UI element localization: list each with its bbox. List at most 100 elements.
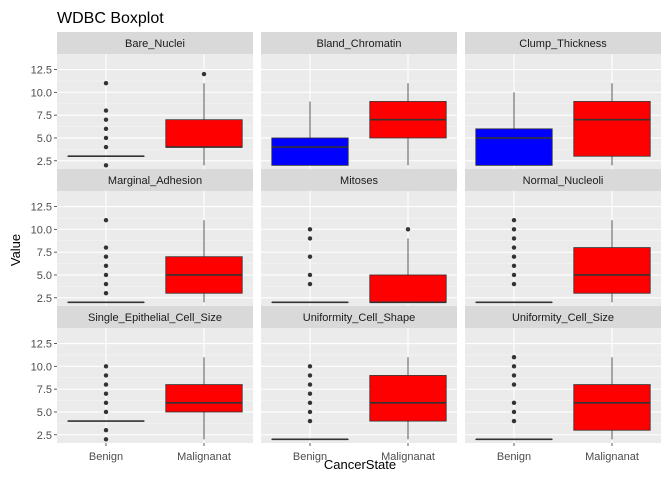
y-tick-label: 5.0 xyxy=(37,270,52,282)
facet-strip xyxy=(57,32,253,54)
box-body xyxy=(165,119,243,148)
outlier-point xyxy=(511,281,517,287)
outlier-point xyxy=(307,418,313,424)
facet-strip-label: Clump_Thickness xyxy=(519,38,607,50)
y-tick-label: 12.5 xyxy=(31,202,52,214)
outlier-point xyxy=(103,126,109,132)
facet-strip-label: Single_Epithelial_Cell_Size xyxy=(88,312,222,324)
outlier-point xyxy=(103,218,109,223)
facet-strip xyxy=(465,306,661,328)
panel-background xyxy=(57,54,253,169)
box-malignanat xyxy=(165,71,243,166)
outlier-point xyxy=(103,81,109,86)
box-benign xyxy=(271,364,349,441)
facet-panel: Bland_Chromatin xyxy=(261,32,457,169)
box-malignanat xyxy=(573,83,651,166)
box-malignanat xyxy=(573,220,651,303)
y-tick-label: 10.0 xyxy=(31,87,52,99)
outlier-point xyxy=(511,245,517,250)
outlier-point xyxy=(307,364,313,369)
outlier-point xyxy=(511,418,517,424)
y-tick-label: 2.5 xyxy=(37,156,52,168)
outlier-point xyxy=(307,281,313,287)
box-body xyxy=(271,137,349,166)
outlier-point xyxy=(103,409,109,415)
outlier-point xyxy=(511,409,517,415)
y-axis-title: Value xyxy=(8,234,23,266)
facet-panels: Bare_Nuclei 2.5 5.0 7.5 10.0 12.5 Bland_Chroma… xyxy=(31,32,661,463)
outlier-point xyxy=(511,373,517,378)
y-tick-label: 5.0 xyxy=(37,407,52,419)
x-axis-title: CancerState xyxy=(324,457,396,472)
outlier-point xyxy=(103,291,109,296)
y-tick-label: 2.5 xyxy=(37,430,52,442)
facet-strip-label: Bland_Chromatin xyxy=(317,38,402,50)
box-malignanat xyxy=(165,220,243,303)
facet-strip xyxy=(261,32,457,54)
outlier-point xyxy=(511,236,517,241)
facet-strip xyxy=(465,169,661,191)
outlier-point xyxy=(511,400,517,406)
outlier-point xyxy=(511,272,517,278)
x-tick-label: Malignanat xyxy=(177,451,231,463)
facet-strip-label: Normal_Nucleoli xyxy=(523,175,604,187)
box-malignanat xyxy=(369,227,447,304)
outlier-point xyxy=(511,254,517,259)
y-tick-label: 12.5 xyxy=(31,339,52,351)
outlier-point xyxy=(103,108,109,113)
facet-panel: Marginal_Adhesion 2.5 5.0 7.5 10.0 12.5 xyxy=(31,169,253,306)
outlier-point xyxy=(103,135,109,141)
box-benign xyxy=(67,81,145,168)
facet-panel: Clump_Thickness xyxy=(465,32,661,169)
y-tick-label: 7.5 xyxy=(37,384,52,396)
y-tick-label: 12.5 xyxy=(31,65,52,77)
facet-panel: Mitoses xyxy=(261,169,457,306)
facet-strip-label: Uniformity_Cell_Size xyxy=(512,312,614,324)
outlier-point xyxy=(103,272,109,278)
facet-strip-label: Bare_Nuclei xyxy=(125,38,185,50)
facet-panel: Uniformity_Cell_Shape Benign Malignanat xyxy=(261,306,457,463)
outlier-point xyxy=(307,391,313,396)
facet-strip xyxy=(261,169,457,191)
box-benign xyxy=(475,355,553,441)
outlier-point xyxy=(405,227,411,232)
x-tick-label: Benign xyxy=(293,451,327,463)
outlier-point xyxy=(511,364,517,369)
x-tick-label: Malignanat xyxy=(585,451,639,463)
box-body xyxy=(573,384,651,431)
y-tick-label: 5.0 xyxy=(37,133,52,145)
outlier-point xyxy=(201,71,207,77)
y-tick-label: 10.0 xyxy=(31,224,52,236)
box-benign xyxy=(475,92,553,166)
outlier-point xyxy=(103,144,109,150)
outlier-point xyxy=(103,400,109,406)
outlier-point xyxy=(307,272,313,278)
box-benign xyxy=(67,218,145,304)
x-tick-label: Benign xyxy=(89,451,123,463)
outlier-point xyxy=(307,373,313,378)
outlier-point xyxy=(103,263,109,269)
outlier-point xyxy=(103,117,109,122)
box-body xyxy=(475,128,553,166)
facet-strip xyxy=(57,306,253,328)
facet-strip-label: Marginal_Adhesion xyxy=(108,175,202,187)
outlier-point xyxy=(511,218,517,223)
outlier-point xyxy=(103,245,109,250)
outlier-point xyxy=(103,382,109,387)
outlier-point xyxy=(103,254,109,259)
x-tick-label: Malignanat xyxy=(381,451,435,463)
box-body xyxy=(573,247,651,294)
box-benign xyxy=(475,218,553,304)
box-malignanat xyxy=(369,357,447,440)
outlier-point xyxy=(307,236,313,241)
facet-panel: Single_Epithelial_Cell_Size 2.5 5.0 7.5 10.0… xyxy=(31,306,253,463)
box-benign xyxy=(271,227,349,304)
outlier-point xyxy=(103,281,109,287)
box-malignanat xyxy=(165,357,243,440)
outlier-point xyxy=(103,373,109,378)
outlier-point xyxy=(103,437,109,442)
facet-panel: Uniformity_Cell_Size Benign Malignanat xyxy=(465,306,661,463)
outlier-point xyxy=(511,382,517,387)
box-body xyxy=(369,375,447,422)
